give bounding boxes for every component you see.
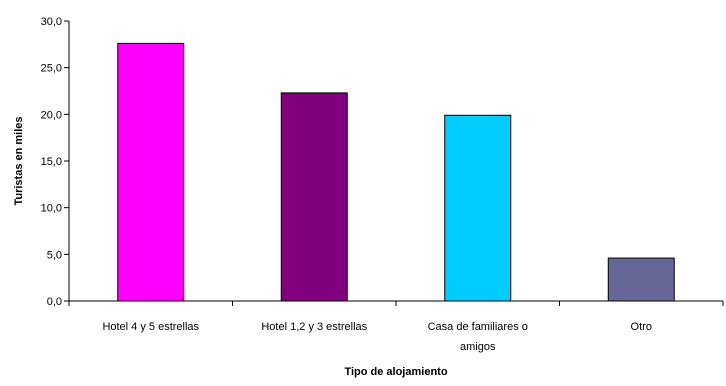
y-tick-label: 0,0 — [47, 296, 62, 308]
y-axis-title: Turistas en miles — [13, 116, 25, 205]
y-tick-label: 25,0 — [41, 63, 62, 75]
y-axis-ticks: 0,0 5,0 10,0 15,0 20,0 25,0 30,0 — [41, 16, 69, 308]
bar — [280, 92, 348, 302]
x-axis-ticks: Hotel 4 y 5 estrellas Hotel 1,2 y 3 estre… — [68, 301, 724, 353]
x-tick-label-line: Hotel 4 y 5 estrellas — [102, 321, 199, 333]
x-tick-label: Otro — [631, 321, 652, 333]
x-tick-label: Hotel 4 y 5 estrellas — [102, 321, 199, 333]
bars — [117, 42, 675, 302]
y-tick-label: 15,0 — [41, 156, 62, 168]
x-tick-label-line: Hotel 1,2 y 3 estrellas — [261, 321, 367, 333]
bar — [607, 257, 675, 302]
x-axis-title: Tipo de alojamiento — [344, 366, 447, 378]
y-tick-label: 20,0 — [41, 109, 62, 121]
x-tick-label-line: amigos — [460, 341, 496, 353]
y-tick-label: 30,0 — [41, 16, 62, 28]
y-tick-label: 10,0 — [41, 203, 62, 215]
x-tick-label-line: Otro — [631, 321, 652, 333]
x-tick-label: Casa de familiares o amigos — [428, 321, 528, 353]
bar — [444, 114, 512, 302]
x-tick-label-line: Casa de familiares o — [428, 321, 528, 333]
bar — [117, 42, 185, 302]
y-tick-label: 5,0 — [47, 249, 62, 261]
x-tick-label: Hotel 1,2 y 3 estrellas — [261, 321, 367, 333]
